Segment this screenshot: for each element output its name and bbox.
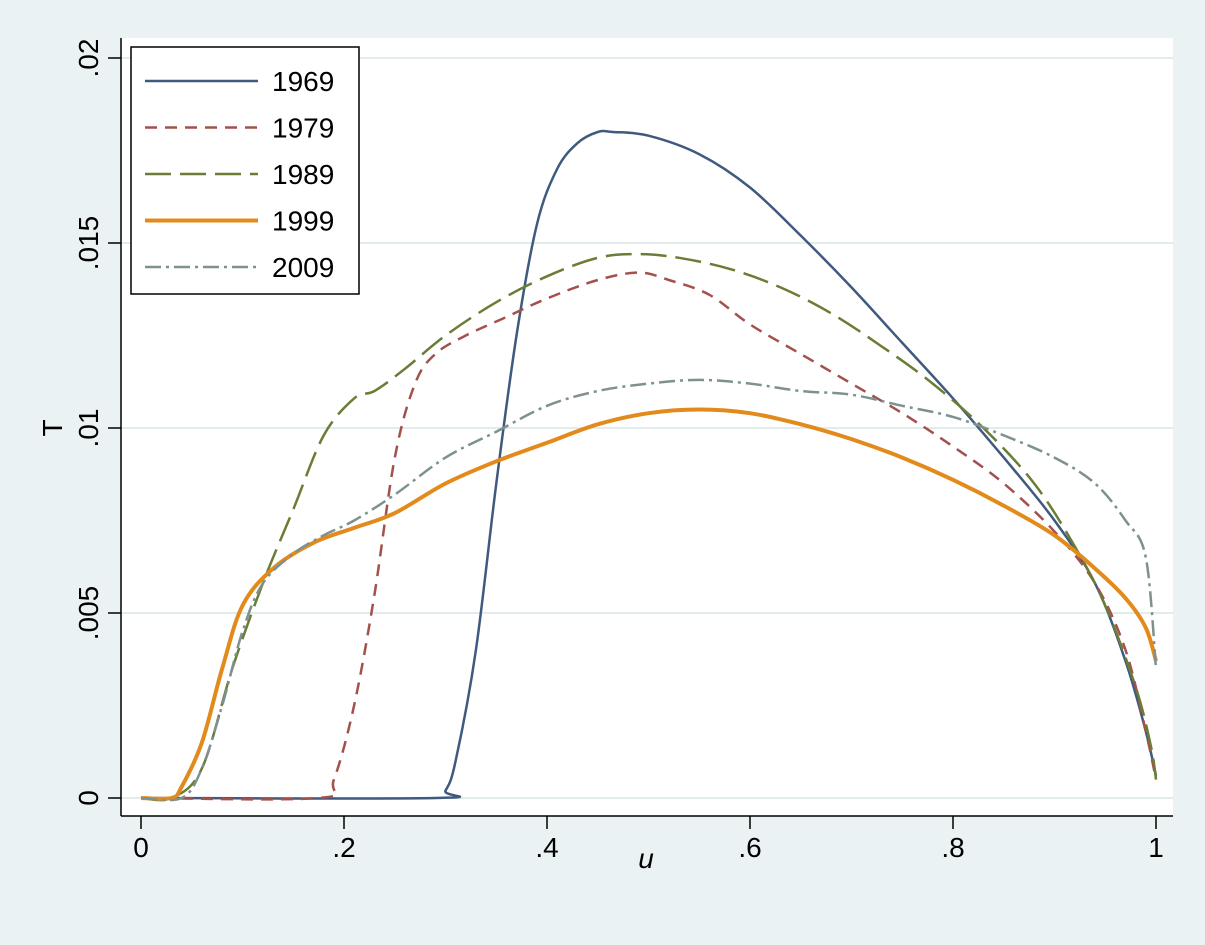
y-axis-title: T — [37, 419, 68, 436]
y-tick-label: .01 — [73, 409, 104, 448]
legend-label-1979: 1979 — [272, 113, 334, 144]
y-tick-label: .005 — [73, 586, 104, 641]
x-tick-label: .2 — [332, 832, 355, 863]
legend-label-1969: 1969 — [272, 66, 334, 97]
x-tick-label: .4 — [535, 832, 558, 863]
legend-label-1999: 1999 — [272, 206, 334, 237]
legend: 1969 1979 1989 1999 2009 — [130, 46, 360, 295]
x-tick-label: 0 — [133, 832, 149, 863]
x-axis-title: u — [638, 843, 654, 874]
y-tick-label: .015 — [73, 216, 104, 271]
series-line-1979 — [140, 271, 1158, 801]
y-tick-label: 0 — [73, 790, 104, 806]
legend-label-1989: 1989 — [272, 159, 334, 190]
x-tick-label: .6 — [738, 832, 761, 863]
x-tick-label: 1 — [1148, 832, 1164, 863]
x-tick-label: .8 — [941, 832, 964, 863]
y-tick-label: .02 — [73, 39, 104, 78]
legend-label-2009: 2009 — [272, 252, 334, 283]
series-group — [140, 129, 1158, 802]
legend-box — [130, 46, 360, 295]
y-axis-ticks: 0 .005 .01 .015 .02 — [73, 39, 121, 806]
series-line-1969 — [140, 129, 1158, 800]
series-line-1999 — [140, 407, 1158, 801]
x-axis-ticks: 0 .2 .4 .6 .8 1 — [133, 816, 1164, 863]
